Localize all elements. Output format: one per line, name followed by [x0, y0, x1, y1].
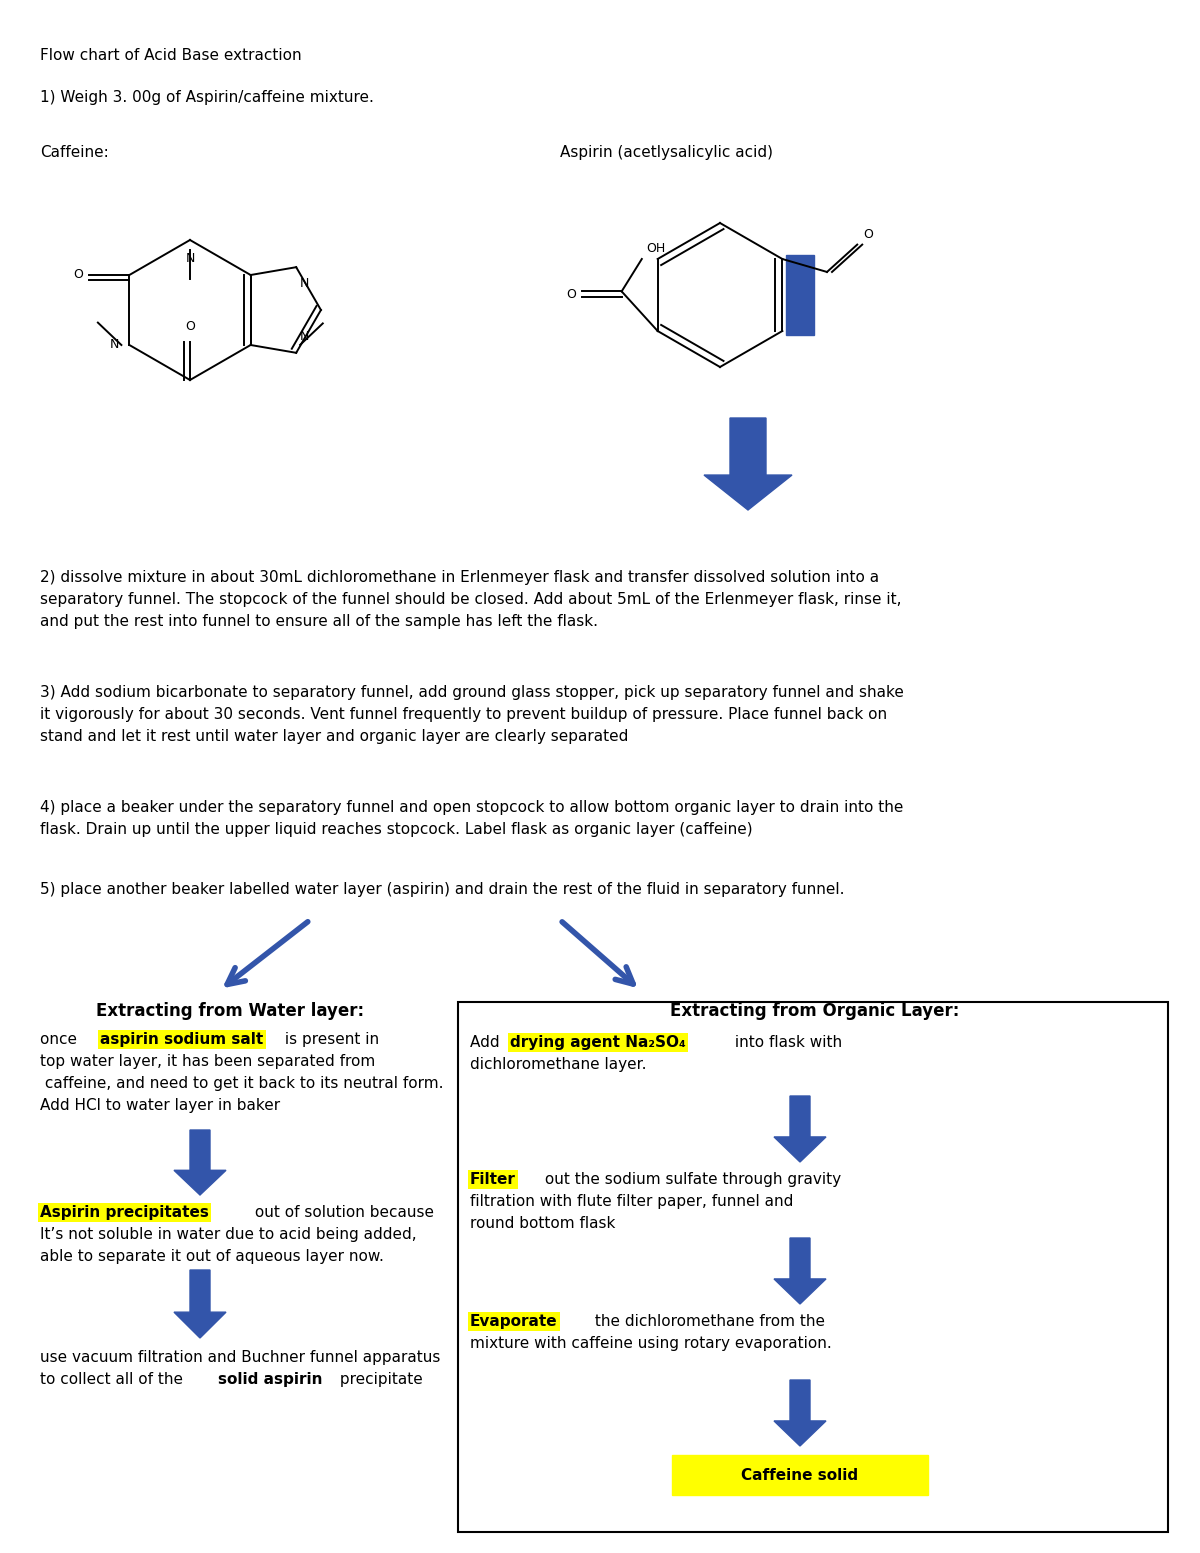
- Text: the dichloromethane from the: the dichloromethane from the: [590, 1314, 826, 1329]
- Text: Aspirin (acetlysalicylic acid): Aspirin (acetlysalicylic acid): [560, 144, 773, 160]
- Text: Filter: Filter: [470, 1173, 516, 1186]
- Text: O: O: [863, 228, 874, 241]
- Text: to collect all of the: to collect all of the: [40, 1371, 188, 1387]
- Polygon shape: [704, 418, 792, 509]
- Text: N: N: [185, 252, 194, 266]
- Text: caffeine, and need to get it back to its neutral form.: caffeine, and need to get it back to its…: [40, 1076, 444, 1092]
- Text: OH: OH: [646, 242, 665, 255]
- Text: able to separate it out of aqueous layer now.: able to separate it out of aqueous layer…: [40, 1249, 384, 1264]
- Text: filtration with flute filter paper, funnel and: filtration with flute filter paper, funn…: [470, 1194, 793, 1208]
- Text: 4) place a beaker under the separatory funnel and open stopcock to allow bottom : 4) place a beaker under the separatory f…: [40, 800, 904, 837]
- Text: is present in: is present in: [280, 1033, 379, 1047]
- Text: solid aspirin: solid aspirin: [218, 1371, 323, 1387]
- Text: It’s not soluble in water due to acid being added,: It’s not soluble in water due to acid be…: [40, 1227, 416, 1242]
- Text: Extracting from Water layer:: Extracting from Water layer:: [96, 1002, 364, 1020]
- Text: Extracting from Organic Layer:: Extracting from Organic Layer:: [671, 1002, 960, 1020]
- Text: O: O: [73, 269, 83, 281]
- Text: N: N: [110, 339, 119, 351]
- Text: drying agent Na₂SO₄: drying agent Na₂SO₄: [510, 1034, 685, 1050]
- Text: N: N: [300, 329, 310, 343]
- Text: Caffeine:: Caffeine:: [40, 144, 109, 160]
- Text: 1) Weigh 3. 00g of Aspirin/caffeine mixture.: 1) Weigh 3. 00g of Aspirin/caffeine mixt…: [40, 90, 374, 106]
- Bar: [786, 255, 815, 334]
- Text: out of solution because: out of solution because: [250, 1205, 434, 1221]
- Polygon shape: [774, 1096, 826, 1162]
- Text: Caffeine solid: Caffeine solid: [742, 1468, 858, 1483]
- Text: 2) dissolve mixture in about 30mL dichloromethane in Erlenmeyer flask and transf: 2) dissolve mixture in about 30mL dichlo…: [40, 570, 901, 629]
- Text: 3) Add sodium bicarbonate to separatory funnel, add ground glass stopper, pick u: 3) Add sodium bicarbonate to separatory …: [40, 685, 904, 744]
- Text: Add HCl to water layer in baker: Add HCl to water layer in baker: [40, 1098, 280, 1114]
- Text: O: O: [566, 287, 576, 301]
- Text: precipitate: precipitate: [335, 1371, 422, 1387]
- Text: dichloromethane layer.: dichloromethane layer.: [470, 1058, 647, 1072]
- Text: out the sodium sulfate through gravity: out the sodium sulfate through gravity: [540, 1173, 841, 1186]
- Text: Add: Add: [470, 1034, 504, 1050]
- Polygon shape: [774, 1238, 826, 1305]
- Text: use vacuum filtration and Buchner funnel apparatus: use vacuum filtration and Buchner funnel…: [40, 1350, 440, 1365]
- Text: round bottom flask: round bottom flask: [470, 1216, 616, 1232]
- Polygon shape: [174, 1131, 226, 1194]
- Text: 5) place another beaker labelled water layer (aspirin) and drain the rest of the: 5) place another beaker labelled water l…: [40, 882, 845, 898]
- Text: top water layer, it has been separated from: top water layer, it has been separated f…: [40, 1054, 376, 1068]
- Text: Aspirin precipitates: Aspirin precipitates: [40, 1205, 209, 1221]
- Text: once: once: [40, 1033, 82, 1047]
- Text: into flask with: into flask with: [730, 1034, 842, 1050]
- Polygon shape: [774, 1381, 826, 1446]
- Text: aspirin sodium salt: aspirin sodium salt: [100, 1033, 263, 1047]
- Text: N: N: [300, 276, 310, 290]
- Text: Evaporate: Evaporate: [470, 1314, 558, 1329]
- Bar: [672, 1455, 928, 1496]
- Polygon shape: [174, 1270, 226, 1339]
- Text: Flow chart of Acid Base extraction: Flow chart of Acid Base extraction: [40, 48, 301, 64]
- Text: mixture with caffeine using rotary evaporation.: mixture with caffeine using rotary evapo…: [470, 1336, 832, 1351]
- Text: O: O: [185, 320, 194, 334]
- Bar: [458, 1002, 1168, 1531]
